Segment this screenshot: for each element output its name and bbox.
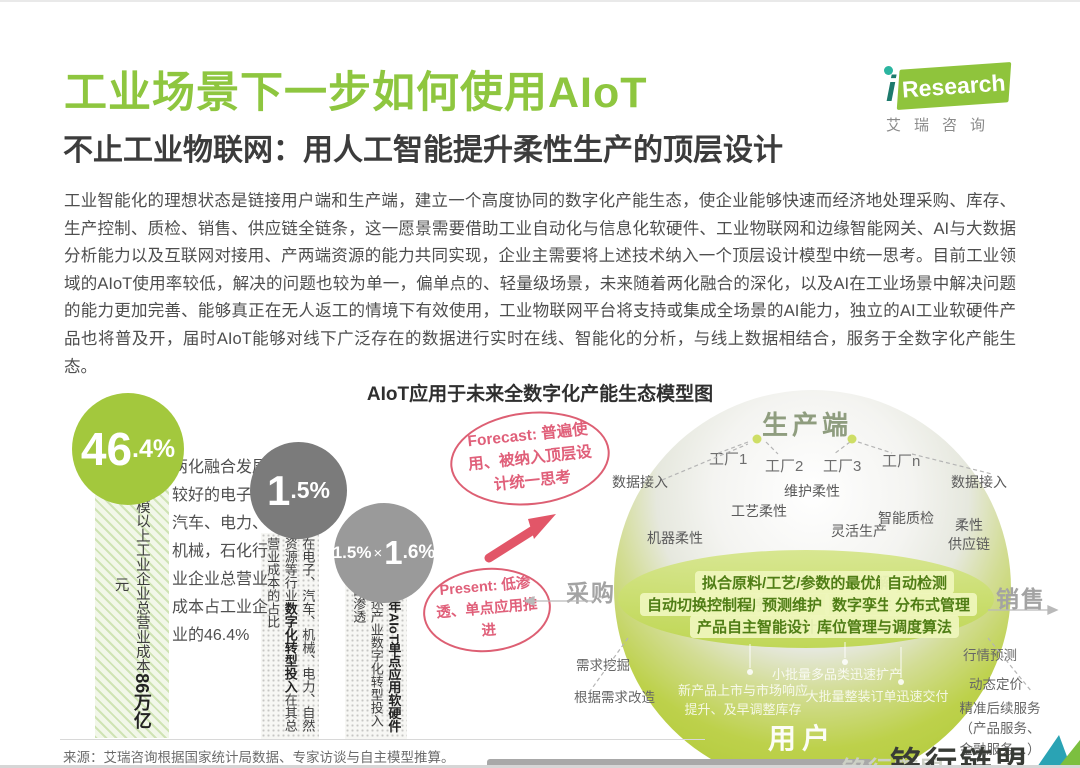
note-followup-service: 精准后续服务 （产品服务、 金融服务…） <box>959 701 1041 757</box>
corner-swoosh-green <box>1060 740 1080 765</box>
bar-digital-transform-share: 在电子、汽车、机械、电力、自然资源等行业数字化转型投入在其总营业成本的占比 <box>261 533 319 739</box>
node-lines <box>749 642 902 678</box>
stat-note-464: 两化融合发展较好的电子、汽车、电力、机械，石化行业企业总营业成本占工业企业的46… <box>172 459 269 644</box>
label-factory-1: 工厂1 <box>709 451 748 468</box>
bar2-text2: 在其总营业成本的占比 <box>265 537 298 733</box>
stat-15-small: .5% <box>290 477 330 503</box>
pill-auto-design: 产品自主智能设计 <box>690 615 825 638</box>
label-smart-quality: 智能质检 <box>878 510 934 526</box>
label-factory-n: 工厂n <box>882 453 921 470</box>
note-demand-mining: 需求挖掘 <box>576 658 630 673</box>
pill-distributed-mgmt: 分布式管理 <box>888 593 978 616</box>
bottom-gray-bar <box>487 759 872 765</box>
pill-auto-switch: 自动切换控制程序 <box>640 593 775 616</box>
stat-circle-15x16: 1.5% × 1.6% <box>332 503 436 603</box>
corner-swoosh-teal <box>1038 735 1071 765</box>
label-factory-2: 工厂2 <box>765 458 804 475</box>
node-dot-2 <box>842 659 848 665</box>
label-flexible-supply-chain: 柔性 供应链 <box>948 517 990 552</box>
label-data-access-right: 数据接入 <box>951 474 1007 490</box>
stat-x-big: 1 <box>384 534 403 571</box>
logo-chinese-name: 艾瑞咨询 <box>886 117 999 134</box>
label-data-access-left: 数据接入 <box>612 474 668 490</box>
label-procurement: 采购 <box>566 580 616 606</box>
diagram-title: AIoT应用于未来全数字化产能生态模型图 <box>366 384 714 405</box>
logo-i-letter: i <box>886 68 897 109</box>
intro-paragraph: 工业智能化的理想状态是链接用户端和生产端，建立一个高度协同的数字化产能生态，使企… <box>64 192 1016 376</box>
stat-46-small: .4% <box>132 434 176 463</box>
logo-i-glyph <box>884 66 893 75</box>
label-maintenance-flex: 维护柔性 <box>784 483 840 499</box>
label-machine-flex: 机器柔性 <box>647 530 703 546</box>
flow-arrows <box>523 595 1059 616</box>
bar1-unit: 元 <box>112 576 129 592</box>
hub-dot-right <box>847 434 857 444</box>
hub-dot-left <box>752 434 762 444</box>
label-flexible-production: 灵活生产 <box>831 523 887 539</box>
bar3-bold: 2018年AIoT单点应用软硬件 <box>386 571 402 734</box>
pill-warehouse-algorithm: 库位管理与调度算法 <box>810 615 960 638</box>
stat-46-big: 46 <box>80 423 133 475</box>
bar2-bold: 数字化转型投入 <box>282 602 298 694</box>
page-title: 工业场景下一步如何使用AIoT <box>64 69 648 117</box>
stat-x-times: × <box>373 544 383 562</box>
watermark: 铭行链盟 <box>890 745 1031 768</box>
note-dynamic-pricing: 动态定价 <box>969 677 1023 692</box>
iresearch-logo: i Research 艾瑞咨询 <box>884 60 1024 134</box>
page-subtitle: 不止工业物联网：用人工智能提升柔性生产的顶层设计 <box>63 134 783 167</box>
watermark-ghost: 铭行链盟 <box>842 750 946 765</box>
bar1-bold: 86万亿 <box>131 673 152 730</box>
label-production-side: 生产端 <box>762 410 853 440</box>
node-dot-1 <box>747 669 753 675</box>
bar2-text: 在电子、汽车、机械、电力、自然资源等行业 <box>282 537 316 733</box>
note-demand-retrofit: 根据需求改造 <box>574 690 655 705</box>
note-market-forecast: 行情预测 <box>963 648 1017 663</box>
pill-digital-twin: 数字孪生 <box>825 593 900 616</box>
footer-divider <box>60 739 705 740</box>
stat-x-small: .6% <box>402 542 436 563</box>
label-factory-3: 工厂3 <box>823 458 862 475</box>
dashed-links <box>587 441 1033 695</box>
label-user: 用户 <box>768 723 837 754</box>
pill-predictive-maintenance: 预测维护 <box>755 593 830 616</box>
inner-note-small-batch: 小批量多品类迅速扩产 <box>771 667 902 682</box>
pill-optimal-solution: 拟合原料/工艺/参数的最优解 <box>695 571 898 594</box>
pill-auto-detect: 自动检测 <box>880 571 955 594</box>
stat-circle-15: 1.5% <box>250 442 347 539</box>
source-note: 来源：艾瑞咨询根据国家统计局数据、专家访谈与自主模型推算。 <box>63 750 455 765</box>
stat-x-s1: 1.5% <box>332 543 372 562</box>
stat-circle-46: 46.4% <box>72 393 184 505</box>
inner-note-large-batch: 大批量整装订单迅速交付 <box>805 689 949 704</box>
label-sales: 销售 <box>996 586 1046 612</box>
node-dot-3 <box>898 679 904 685</box>
stat-15-big: 1 <box>267 466 291 514</box>
label-process-flex: 工艺柔性 <box>731 503 787 519</box>
logo-i-dot-icon <box>884 66 893 75</box>
pink-arrow-icon <box>484 514 556 563</box>
inner-note-new-product: 新产品上市与市场响应 提升、及早调整库存 <box>677 683 808 717</box>
